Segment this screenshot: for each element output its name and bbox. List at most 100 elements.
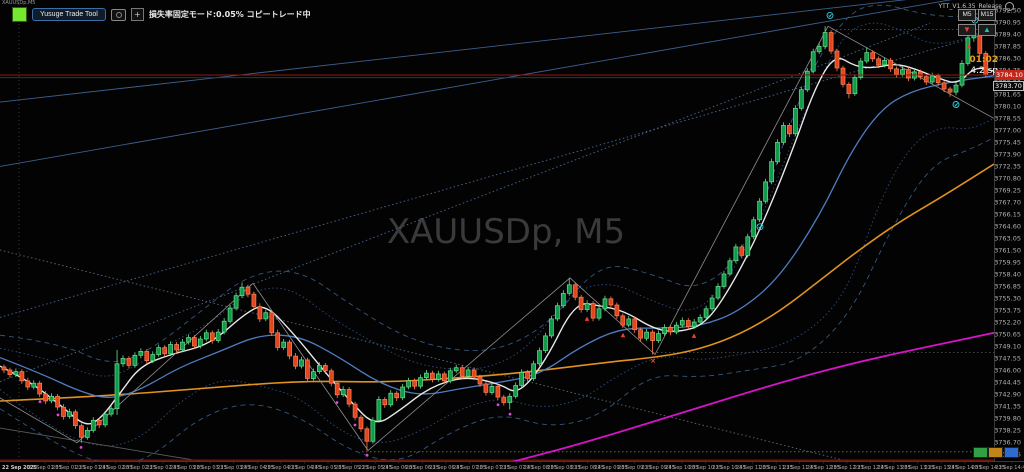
time-axis-label[interactable]: 23 Sep 10:45	[712, 465, 745, 471]
price-axis-label[interactable]: 3761.50	[994, 246, 1021, 254]
tf-m5-button[interactable]: M5	[958, 9, 976, 21]
time-axis-label[interactable]: 23 Sep 01:45	[75, 465, 108, 471]
price-axis-label[interactable]: 3769.25	[994, 186, 1021, 194]
fractal-dot-icon	[496, 403, 500, 407]
asc-dotted-2[interactable]	[0, 31, 994, 318]
time-axis-label[interactable]: 23 Sep 10:05	[665, 465, 698, 471]
price-axis-label[interactable]: 3755.30	[994, 294, 1021, 302]
time-axis-label[interactable]: 23 Sep 02:05	[99, 465, 132, 471]
time-axis-label[interactable]: 23 Sep 03:45	[217, 465, 250, 471]
trade-direction-buttons: ▼ ▲	[958, 24, 996, 36]
price-axis-label[interactable]: 3787.85	[994, 42, 1021, 50]
corner-box-orange[interactable]	[988, 447, 1003, 458]
time-axis-label[interactable]: 23 Sep 11:45	[783, 465, 816, 471]
price-axis-label[interactable]: 3766.15	[994, 210, 1021, 218]
time-axis-label[interactable]: 23 Sep 13:05	[877, 465, 910, 471]
price-axis-label[interactable]: 3775.45	[994, 138, 1021, 146]
desc-dotted[interactable]	[0, 249, 994, 472]
time-axis-label[interactable]: 23 Sep 13:25	[901, 465, 934, 471]
price-axis-label[interactable]: 3764.60	[994, 222, 1021, 230]
time-axis-label[interactable]: 23 Sep 07:25	[476, 465, 509, 471]
time-axis-label[interactable]: 23 Sep 14:45	[995, 465, 1024, 471]
price-axis-label[interactable]: 3749.10	[994, 342, 1021, 350]
corner-box-green[interactable]	[973, 447, 988, 458]
price-axis-label[interactable]: 3780.10	[994, 102, 1021, 110]
time-axis-label[interactable]: 23 Sep 14:05	[948, 465, 981, 471]
price-axis-label[interactable]: 3790.95	[994, 18, 1021, 26]
time-axis-label[interactable]: 23 Sep 11:25	[759, 465, 792, 471]
status-swatch[interactable]	[12, 7, 27, 22]
time-axis-label[interactable]: 22 Sep 2025	[2, 465, 37, 471]
price-axis-label[interactable]: 3736.70	[994, 438, 1021, 446]
signal-circle-icon	[952, 101, 960, 108]
price-axis-label[interactable]: 3759.95	[994, 258, 1021, 266]
time-axis-label[interactable]: 23 Sep 04:05	[241, 465, 274, 471]
time-axis-label[interactable]: 23 Sep 07:45	[500, 465, 533, 471]
time-axis-label[interactable]: 23 Sep 08:25	[547, 465, 580, 471]
time-axis-label[interactable]: 23 Sep 01:25	[52, 465, 85, 471]
gear-icon[interactable]	[1005, 2, 1014, 11]
price-axis-label[interactable]: 3756.85	[994, 282, 1021, 290]
price-axis-label[interactable]: 3767.70	[994, 198, 1021, 206]
tf-m15-button[interactable]: M15	[978, 9, 996, 21]
price-axis-label[interactable]: 3763.05	[994, 234, 1021, 242]
price-axis-label[interactable]: 3742.90	[994, 390, 1021, 398]
time-axis-label[interactable]: 23 Sep 12:05	[807, 465, 840, 471]
time-axis-label[interactable]: 23 Sep 12:45	[854, 465, 887, 471]
indicator-version: YTT_V1.6.35_Release	[938, 2, 1014, 11]
time-axis-label[interactable]: 23 Sep 08:45	[571, 465, 604, 471]
price-axis-label[interactable]: 3741.35	[994, 402, 1021, 410]
time-axis-label[interactable]: 23 Sep 03:05	[170, 465, 203, 471]
camera-icon[interactable]	[110, 8, 126, 21]
time-axis-label[interactable]: 23 Sep 09:25	[618, 465, 651, 471]
time-axis-label[interactable]: 23 Sep 01:05	[28, 465, 61, 471]
time-axis-label[interactable]: 23 Sep 04:45	[288, 465, 321, 471]
time-axis-label[interactable]: 23 Sep 05:25	[335, 465, 368, 471]
time-axis-label[interactable]: 23 Sep 09:45	[642, 465, 675, 471]
price-axis-label[interactable]: 3744.45	[994, 378, 1021, 386]
price-axis-label[interactable]: 3739.80	[994, 414, 1021, 422]
time-axis-label[interactable]: 23 Sep 10:25	[689, 465, 722, 471]
time-axis-label[interactable]: 23 Sep 04:25	[264, 465, 297, 471]
sell-arrow-button[interactable]: ▼	[958, 24, 976, 36]
time-axis-label[interactable]: 23 Sep 11:05	[736, 465, 769, 471]
price-axis-label[interactable]: 3738.25	[994, 426, 1021, 434]
fractal-dot-icon	[365, 453, 369, 457]
price-axis-label[interactable]: 3752.20	[994, 318, 1021, 326]
time-axis-label[interactable]: 23 Sep 09:05	[594, 465, 627, 471]
time-axis-label[interactable]: 23 Sep 05:45	[359, 465, 392, 471]
price-axis-label[interactable]: 3758.40	[994, 270, 1021, 278]
time-axis-label[interactable]: 23 Sep 05:05	[311, 465, 344, 471]
price-axis-label[interactable]: 3777.00	[994, 126, 1021, 134]
plot-area[interactable]: XAUUSDp, M5 ×	[0, 0, 994, 472]
price-axis-label[interactable]: 3746.00	[994, 366, 1021, 374]
price-axis-label[interactable]: 3778.55	[994, 114, 1021, 122]
time-axis-label[interactable]: 23 Sep 13:45	[925, 465, 958, 471]
price-axis-label[interactable]: 3750.65	[994, 330, 1021, 338]
price-axis-label[interactable]: 3747.55	[994, 354, 1021, 362]
buy-arrow-button[interactable]: ▲	[978, 24, 996, 36]
price-axis-label[interactable]: 3772.35	[994, 162, 1021, 170]
time-axis-label[interactable]: 23 Sep 02:25	[123, 465, 156, 471]
time-axis-label[interactable]: 23 Sep 06:25	[406, 465, 439, 471]
price-axis-label[interactable]: 3773.90	[994, 150, 1021, 158]
price-axis-label[interactable]: 3786.30	[994, 54, 1021, 62]
asc-channel-1[interactable]	[0, 0, 910, 103]
time-axis-label[interactable]: 23 Sep 14:25	[972, 465, 1005, 471]
time-axis-label[interactable]: 23 Sep 07:05	[453, 465, 486, 471]
time-axis-label[interactable]: 23 Sep 12:25	[830, 465, 863, 471]
asc-channel-2[interactable]	[0, 0, 994, 167]
price-axis-label[interactable]: 3770.80	[994, 174, 1021, 182]
time-axis-label[interactable]: 23 Sep 03:25	[193, 465, 226, 471]
time-axis-label[interactable]: 23 Sep 06:05	[382, 465, 415, 471]
plus-icon[interactable]: +	[130, 8, 144, 21]
trade-tool-button[interactable]: Yusuge Trade Tool	[32, 8, 106, 21]
price-axis-label[interactable]: 3753.75	[994, 306, 1021, 314]
time-axis-label[interactable]: 23 Sep 06:45	[429, 465, 462, 471]
time-axis-label[interactable]: 23 Sep 02:45	[146, 465, 179, 471]
corner-box-blue[interactable]	[1004, 447, 1019, 458]
price-axis-label[interactable]: 3781.65	[994, 90, 1021, 98]
price-axis-label[interactable]: 3789.40	[994, 30, 1021, 38]
time-axis-label[interactable]: 23 Sep 08:05	[524, 465, 557, 471]
